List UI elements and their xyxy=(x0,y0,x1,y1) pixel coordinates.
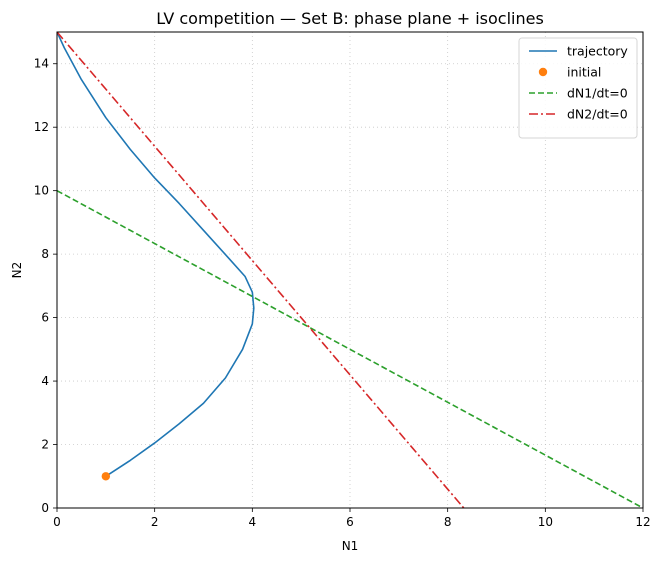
x-axis-title: N1 xyxy=(342,539,359,553)
x-tick-label: 12 xyxy=(635,515,650,529)
axis-ticks: 0 2 4 6 8 10 12 0 2 4 6 8 10 12 14 xyxy=(34,57,651,529)
series-initial-point xyxy=(101,472,111,481)
legend: trajectory initial dN1/dt=0 dN2/dt=0 xyxy=(518,37,638,139)
y-tick-label: 8 xyxy=(41,247,49,261)
legend-swatch-initial xyxy=(538,67,548,77)
x-tick-label: 2 xyxy=(151,515,159,529)
y-axis-title: N2 xyxy=(10,262,24,279)
y-tick-label: 0 xyxy=(41,501,49,515)
y-tick-label: 10 xyxy=(34,184,49,198)
x-tick-label: 4 xyxy=(249,515,257,529)
y-tick-label: 4 xyxy=(41,374,49,388)
series-trajectory-line xyxy=(57,32,255,477)
x-tick-label: 0 xyxy=(53,515,61,529)
y-tick-label: 14 xyxy=(34,57,49,71)
legend-label-dn1-dt-0: dN1/dt=0 xyxy=(567,86,628,101)
series-layer xyxy=(57,32,643,508)
legend-box xyxy=(518,37,638,139)
legend-label-trajectory: trajectory xyxy=(567,44,628,59)
series-dn1-dt-0-line xyxy=(57,189,643,508)
legend-label-dn2-dt-0: dN2/dt=0 xyxy=(567,107,628,122)
chart-title: LV competition — Set B: phase plane + is… xyxy=(156,9,544,28)
y-tick-label: 2 xyxy=(41,438,49,452)
x-tick-label: 10 xyxy=(538,515,553,529)
y-tick-label: 12 xyxy=(34,120,49,134)
x-tick-label: 6 xyxy=(346,515,354,529)
series-dn2-dt-0-line xyxy=(57,32,465,508)
y-tick-label: 6 xyxy=(41,311,49,325)
x-tick-label: 8 xyxy=(444,515,452,529)
legend-label-initial: initial xyxy=(567,65,601,80)
